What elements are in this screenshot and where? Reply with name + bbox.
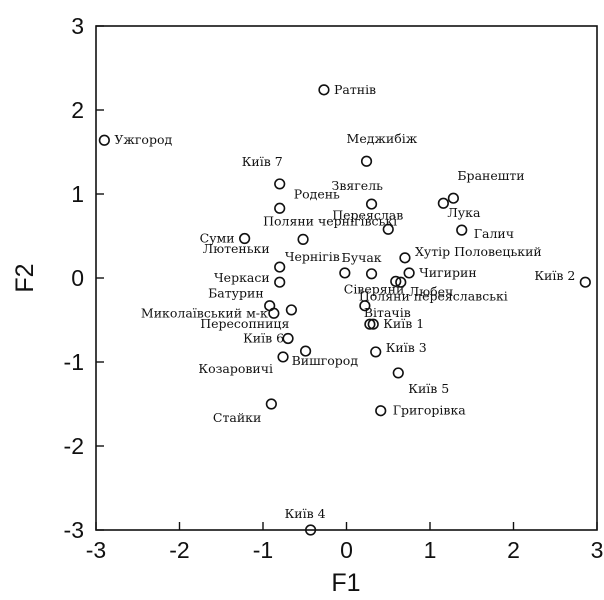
point-label: Суми bbox=[200, 231, 235, 246]
y-tick-label: 0 bbox=[71, 265, 84, 291]
data-point bbox=[364, 318, 376, 330]
point-label: Миколаївський м-к bbox=[141, 305, 268, 320]
data-point bbox=[274, 261, 286, 273]
data-point bbox=[399, 252, 411, 264]
point-label: Київ 1 bbox=[383, 316, 424, 331]
point-label: Григорівка bbox=[393, 403, 467, 418]
y-tick-label: 3 bbox=[71, 13, 84, 39]
point-label: Черкаси bbox=[214, 270, 270, 285]
data-point bbox=[579, 276, 591, 288]
data-point bbox=[268, 307, 280, 319]
data-point bbox=[447, 192, 459, 204]
point-label: Стайки bbox=[213, 410, 261, 425]
point-label: Пересопниця bbox=[200, 316, 289, 331]
point-label: Родень bbox=[294, 186, 340, 201]
data-point bbox=[274, 276, 286, 288]
y-tick-label: 1 bbox=[71, 181, 84, 207]
y-tick-label: 2 bbox=[71, 97, 84, 123]
y-tick-label: -3 bbox=[64, 517, 84, 543]
data-point bbox=[390, 275, 402, 287]
data-point bbox=[304, 524, 317, 536]
point-label: Хутір Половецький bbox=[415, 244, 542, 259]
point-label: Ужгород bbox=[114, 132, 172, 147]
point-label: Київ 3 bbox=[386, 340, 427, 355]
y-axis-title: F2 bbox=[11, 263, 39, 292]
data-point bbox=[437, 197, 449, 209]
point-label: Галич bbox=[474, 226, 514, 241]
point-label: Чигирин bbox=[419, 265, 477, 280]
point-label: Київ 2 bbox=[534, 268, 575, 283]
x-tick-label: 0 bbox=[340, 537, 353, 563]
point-label: Київ 7 bbox=[242, 154, 283, 169]
data-point bbox=[299, 345, 312, 357]
point-label: Батурин bbox=[208, 286, 264, 301]
point-label: Вишгород bbox=[292, 353, 359, 368]
point-label: Сіверяни bbox=[344, 281, 405, 296]
point-label: Переяслав bbox=[332, 207, 403, 222]
data-point bbox=[285, 304, 297, 316]
data-point bbox=[239, 232, 251, 245]
x-tick-label: 3 bbox=[591, 537, 604, 563]
point-label: Лютеньки bbox=[203, 241, 270, 256]
x-tick-label: -3 bbox=[86, 537, 106, 563]
data-point bbox=[277, 351, 289, 363]
point-label: Вітачів bbox=[364, 305, 411, 320]
data-point bbox=[375, 405, 387, 417]
data-point bbox=[395, 276, 407, 288]
x-tick-label: -2 bbox=[169, 537, 189, 563]
x-tick-label: 2 bbox=[507, 537, 520, 563]
point-label: Звягель bbox=[332, 178, 384, 193]
point-label: Чернігів bbox=[285, 249, 340, 264]
data-point bbox=[370, 346, 382, 358]
data-point bbox=[282, 332, 294, 345]
point-label: Бучак bbox=[342, 250, 382, 265]
point-label: Меджибіж bbox=[347, 131, 418, 146]
data-point bbox=[274, 202, 286, 214]
data-point bbox=[360, 155, 373, 167]
data-point bbox=[98, 134, 110, 146]
point-label: Київ 4 bbox=[285, 506, 326, 521]
point-label: Поляни чернігівські bbox=[263, 213, 397, 228]
data-point bbox=[456, 224, 468, 236]
point-label: Київ 6 bbox=[243, 330, 284, 345]
point-label: Козаровичі bbox=[198, 361, 273, 376]
data-points: Ратнів Ужгород Меджибіж Київ 7 РоденьЗвягель… bbox=[98, 82, 591, 536]
data-point bbox=[297, 233, 309, 245]
data-point bbox=[392, 367, 404, 379]
point-label: Поляни переяславські bbox=[359, 289, 508, 304]
point-label: Бранешти bbox=[457, 168, 524, 183]
x-tick-label: 1 bbox=[424, 537, 437, 563]
data-point bbox=[359, 300, 371, 312]
point-label: Ратнів bbox=[334, 82, 376, 97]
x-axis-title: F1 bbox=[331, 569, 360, 597]
data-point bbox=[365, 268, 378, 280]
data-point bbox=[382, 223, 394, 235]
data-point bbox=[403, 267, 415, 279]
point-label: Лука bbox=[447, 205, 481, 220]
x-tick-label: -1 bbox=[253, 537, 273, 563]
y-tick-label: -2 bbox=[64, 433, 84, 459]
data-point bbox=[318, 84, 330, 96]
data-point bbox=[367, 318, 379, 330]
y-tick-label: -1 bbox=[64, 349, 84, 375]
axis-ticks: -3 -2 -1 0 1 2 3 -3 -2 -1 0 1 2 3 bbox=[64, 13, 604, 563]
data-point bbox=[365, 198, 378, 210]
data-point bbox=[339, 267, 351, 279]
point-label: Київ 5 bbox=[408, 381, 449, 396]
data-point bbox=[265, 398, 277, 410]
point-label: Любеч bbox=[409, 284, 454, 299]
data-point bbox=[274, 178, 286, 190]
